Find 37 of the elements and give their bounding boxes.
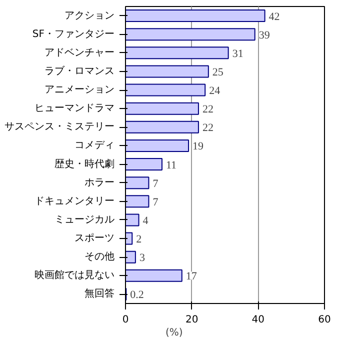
y-tick-label: アニメーション [44,84,114,96]
data-label: 7 [152,178,159,190]
y-tick-label: アドベンチャー [44,47,114,58]
data-label: 22 [202,104,214,116]
y-tick-label: 歴史・時代劇 [54,158,114,170]
data-label: 17 [186,270,198,283]
y-tick-label: スポーツ [74,233,114,244]
x-axis-title: (%) [166,328,183,338]
x-tick-label: 40 [252,314,265,326]
y-tick-label: ヒューマンドラマ [34,103,114,114]
y-tick-label: SF・ファンタジー [32,28,115,40]
data-label: 25 [212,66,224,78]
data-label: 39 [258,29,270,42]
y-tick-label: アクション [64,10,114,22]
y-tick-label: コメディ [74,140,114,152]
y-tick-label: サスペンス・ミステリー [4,122,114,133]
data-label: 7 [152,196,159,208]
data-label: 2 [136,234,142,246]
data-label: 11 [166,159,177,172]
x-tick-label: 20 [185,314,198,326]
x-tick-label: 60 [318,314,331,326]
y-tick-label: ホラー [84,177,114,188]
y-tick-label: 映画館では見ない [34,269,114,282]
y-tick-label: ラブ・ロマンス [44,64,114,77]
data-label: 0.2 [130,289,144,302]
data-label: 4 [142,214,149,227]
y-tick-label: その他 [84,250,114,263]
y-tick-label: ミュージカル [54,214,114,226]
data-label: 19 [192,140,204,153]
y-tick-label: 無回答 [84,288,114,300]
x-tick-label: 0 [122,314,129,326]
data-label: 3 [139,252,146,264]
data-label: 24 [209,85,221,98]
y-tick-label: ドキュメンタリー [34,196,114,207]
data-label: 42 [268,10,280,23]
data-label: 31 [232,48,244,60]
data-label: 22 [202,122,214,134]
